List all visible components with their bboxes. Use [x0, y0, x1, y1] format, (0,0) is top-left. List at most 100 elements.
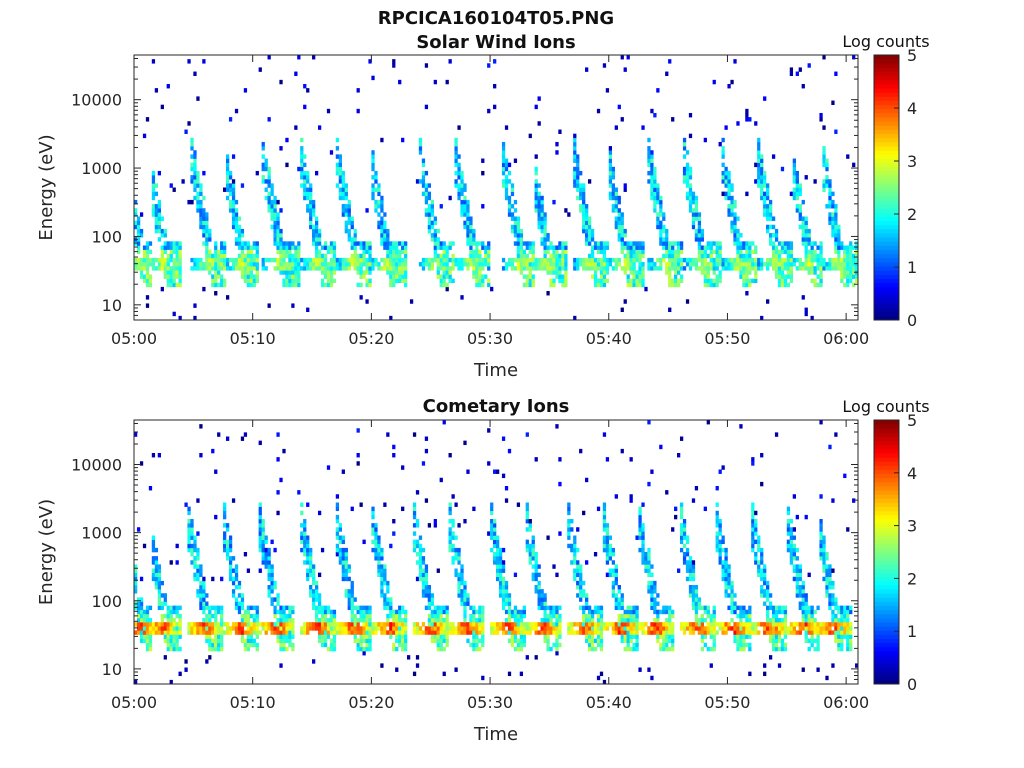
heatmap-cell [819, 278, 823, 284]
heatmap-cell [585, 220, 589, 226]
heatmap-cell [196, 626, 200, 631]
heatmap-cell [208, 634, 212, 639]
heatmap-cell [178, 671, 182, 677]
heatmap-cell [442, 245, 446, 250]
heatmap-cell [392, 266, 396, 271]
heatmap-cell [730, 605, 734, 611]
heatmap-cell [543, 220, 547, 226]
heatmap-cell [380, 199, 384, 205]
heatmap-cell [252, 245, 256, 250]
heatmap-cell [745, 278, 749, 284]
heatmap-cell [374, 179, 378, 184]
heatmap-cell [490, 286, 494, 292]
heatmap-cell [418, 626, 423, 631]
heatmap-cell [300, 154, 304, 159]
heatmap-cell [297, 490, 301, 495]
heatmap-cell [590, 609, 595, 615]
heatmap-cell [356, 282, 360, 288]
heatmap-cell [398, 262, 402, 267]
heatmap-cell [608, 543, 613, 549]
heatmap-cell [715, 257, 719, 263]
heatmap-cell [691, 622, 696, 627]
heatmap-cell [632, 618, 636, 623]
heatmap-cell [175, 605, 179, 611]
heatmap-cell [534, 589, 538, 594]
heatmap-cell [225, 170, 230, 176]
heatmap-cell [507, 162, 512, 168]
heatmap-cell [300, 531, 304, 536]
heatmap-cell [825, 158, 829, 163]
heatmap-cell [335, 162, 340, 168]
heatmap-cell [460, 257, 464, 263]
heatmap-cell [519, 266, 524, 271]
heatmap-cell [404, 622, 408, 627]
heatmap-cell [679, 527, 684, 532]
heatmap-cell [537, 208, 541, 213]
heatmap-cell [626, 630, 630, 635]
heatmap-cell [537, 224, 541, 230]
heatmap-cell [332, 278, 337, 284]
heatmap-cell [317, 572, 322, 578]
heatmap-cell [709, 241, 713, 246]
heatmap-cell [427, 601, 432, 606]
heatmap-cell [172, 257, 176, 263]
heatmap-cell [139, 605, 144, 611]
heatmap-cell [504, 597, 509, 602]
heatmap-cell [736, 262, 740, 267]
heatmap-cell [763, 262, 767, 267]
heatmap-cell [582, 266, 586, 271]
heatmap-cell [659, 262, 663, 267]
heatmap-cell [585, 601, 589, 606]
heatmap-cell [341, 630, 345, 635]
heatmap-cell [217, 253, 221, 259]
heatmap-cell [504, 609, 509, 615]
heatmap-cell [564, 241, 568, 246]
heatmap-cell [638, 535, 642, 540]
heatmap-cell [626, 282, 630, 288]
heatmap-cell [208, 270, 212, 275]
heatmap-cell [546, 634, 550, 639]
heatmap-cell [445, 282, 449, 288]
heatmap-cell [169, 642, 173, 648]
heatmap-cell [849, 253, 853, 259]
heatmap-cell [154, 580, 159, 586]
heatmap-cell [748, 245, 752, 250]
heatmap-cell [208, 630, 212, 635]
heatmap-cell [300, 162, 304, 168]
heatmap-cell [819, 282, 823, 288]
heatmap-cell [279, 605, 283, 611]
colorbar-swatch [874, 88, 899, 93]
heatmap-cell [395, 613, 399, 619]
x-tick-label: 05:20 [348, 329, 394, 348]
heatmap-cell [240, 249, 245, 255]
heatmap-cell [317, 634, 322, 639]
heatmap-cell [356, 605, 360, 611]
heatmap-cell [837, 233, 841, 238]
heatmap-cell [626, 278, 630, 284]
heatmap-cell [202, 286, 206, 292]
heatmap-cell [694, 618, 699, 623]
heatmap-cell [513, 609, 518, 615]
heatmap-cell [534, 585, 538, 590]
heatmap-cell [697, 266, 702, 271]
heatmap-cell [472, 262, 476, 267]
heatmap-cell [611, 568, 615, 573]
heatmap-cell [273, 212, 277, 217]
heatmap-cell [424, 191, 429, 197]
heatmap-cell [264, 630, 268, 635]
heatmap-cell [852, 55, 856, 60]
heatmap-cell [306, 576, 310, 582]
heatmap-cell [745, 191, 749, 197]
heatmap-cell [273, 216, 277, 221]
heatmap-cell [181, 179, 185, 184]
heatmap-cell [478, 278, 482, 284]
heatmap-cell [754, 266, 758, 271]
heatmap-cell [249, 278, 253, 284]
heatmap-cell [320, 266, 325, 271]
heatmap-cell [733, 622, 737, 627]
heatmap-cell [546, 535, 550, 540]
heatmap-cell [727, 564, 731, 569]
heatmap-cell [534, 208, 538, 213]
heatmap-cell [801, 241, 805, 246]
heatmap-cell [395, 249, 399, 255]
